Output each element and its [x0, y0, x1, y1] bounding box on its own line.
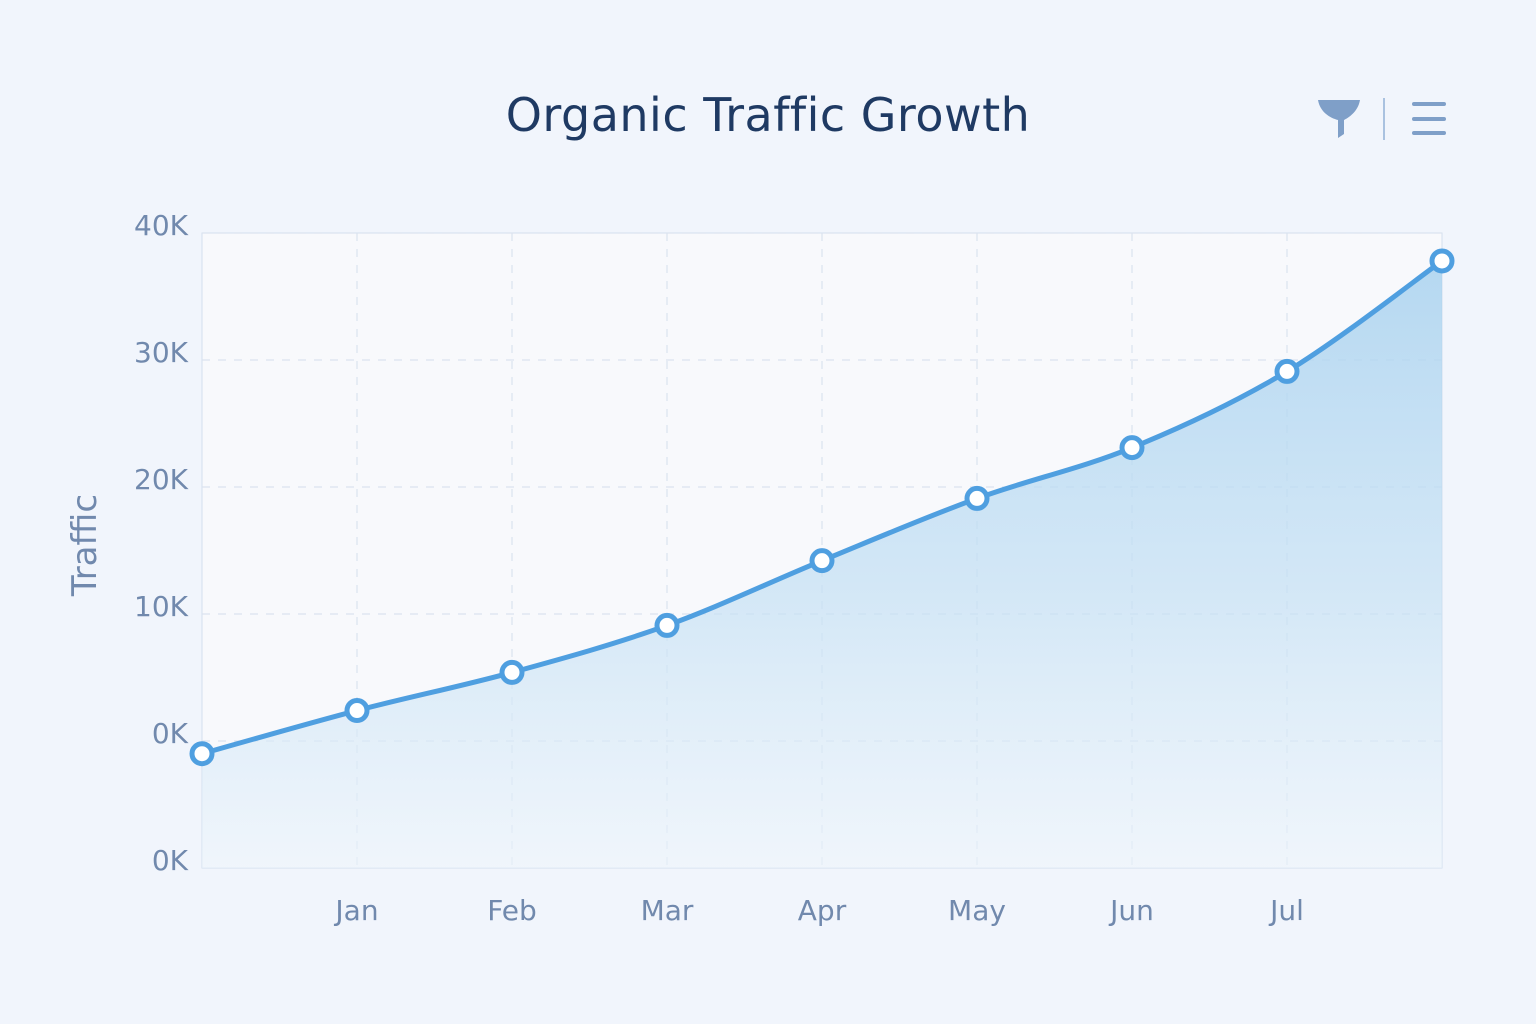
x-tick-label: Mar [641, 894, 694, 927]
data-point[interactable] [1274, 358, 1300, 384]
data-point[interactable] [809, 548, 835, 574]
chart-toolbar [1318, 98, 1446, 140]
data-point[interactable] [499, 659, 525, 685]
data-point[interactable] [344, 698, 370, 724]
x-tick-label: Feb [487, 894, 537, 927]
y-tick-label: 0K [152, 844, 189, 877]
y-tick-label: 0K [152, 717, 189, 750]
y-tick-label: 10K [134, 590, 189, 623]
y-tick-label: 30K [134, 336, 189, 369]
data-point[interactable] [964, 485, 990, 511]
x-tick-label: Jan [333, 894, 378, 927]
filter-icon[interactable] [1318, 100, 1360, 138]
x-tick-label: Apr [798, 894, 847, 927]
data-point[interactable] [654, 612, 680, 638]
x-tick-label: Jun [1108, 894, 1154, 927]
data-point[interactable] [1119, 435, 1145, 461]
y-axis-label: Traffic [65, 494, 105, 597]
menu-icon[interactable] [1412, 102, 1446, 135]
x-tick-label: May [948, 894, 1006, 927]
data-point[interactable] [189, 741, 215, 767]
y-tick-label: 40K [134, 209, 189, 242]
chart-title: Organic Traffic Growth [505, 88, 1031, 142]
x-tick-label: Jul [1268, 894, 1304, 927]
y-tick-label: 20K [134, 463, 189, 496]
data-point[interactable] [1429, 248, 1455, 274]
